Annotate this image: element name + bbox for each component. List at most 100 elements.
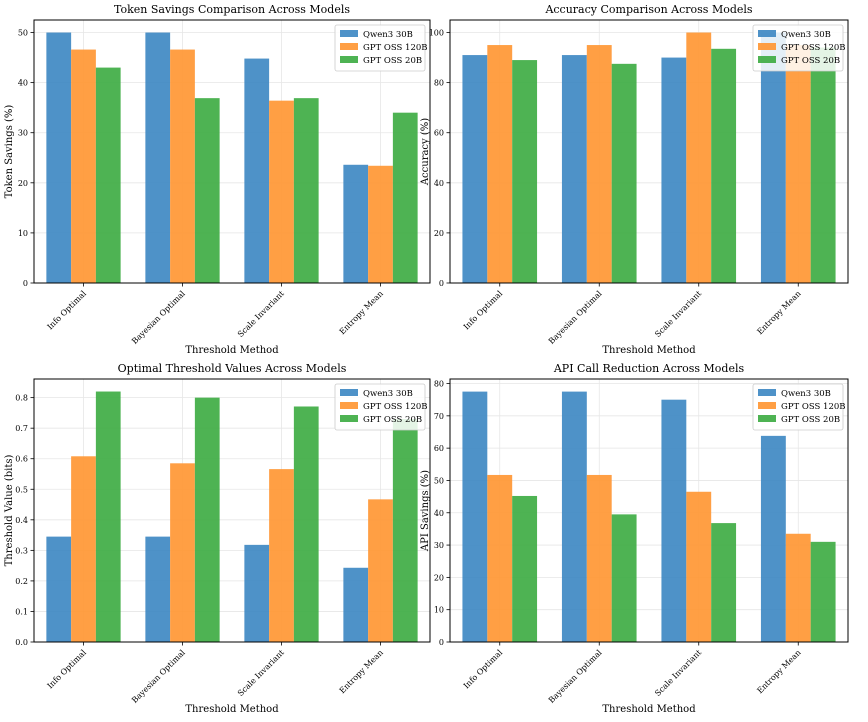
y-axis-label: Accuracy (%) — [420, 118, 431, 186]
bar-gpt-oss-120b-info-optimal — [487, 45, 513, 283]
bar-gpt-oss-20b-scale-invariant — [711, 48, 737, 283]
bar-gpt-oss-120b-info-optimal — [487, 474, 513, 642]
y-tick-label: 20 — [18, 179, 28, 188]
bar-qwen3-30b-scale-invariant — [661, 399, 687, 642]
y-axis-label: Token Savings (%) — [4, 105, 15, 199]
chart-title: Accuracy Comparison Across Models — [544, 3, 752, 16]
legend-label-gpt-oss-20b: GPT OSS 20B — [781, 56, 840, 66]
x-tick-label-info-optimal: Info Optimal — [45, 648, 88, 691]
legend-swatch-qwen3-30b — [758, 30, 776, 37]
legend-label-gpt-oss-20b: GPT OSS 20B — [363, 415, 422, 425]
chart-panel-3: 0.0 0.1 0.2 0.3 0.4 0.5 0.6 0.7 0.8 Info Optimal B… — [4, 362, 431, 715]
y-tick-label: 0 — [23, 279, 28, 288]
bar-gpt-oss-120b-entropy-mean — [785, 45, 811, 283]
bar-gpt-oss-20b-info-optimal — [95, 67, 121, 283]
bar-gpt-oss-20b-entropy-mean — [810, 47, 836, 283]
x-tick-label-info-optimal: Info Optimal — [462, 648, 505, 691]
bar-gpt-oss-20b-info-optimal — [512, 60, 538, 284]
y-tick-label: 10 — [434, 606, 444, 615]
bar-gpt-oss-120b-entropy-mean — [368, 499, 393, 642]
legend-label-qwen3-30b: Qwen3 30B — [363, 389, 413, 399]
bar-qwen3-30b-entropy-mean — [343, 567, 369, 642]
y-tick-label: 70 — [434, 412, 444, 421]
bar-gpt-oss-20b-scale-invariant — [711, 523, 737, 642]
bar-gpt-oss-20b-entropy-mean — [392, 112, 418, 283]
bar-qwen3-30b-entropy-mean — [760, 435, 786, 642]
y-tick-label: 10 — [18, 229, 28, 238]
plot-frame — [33, 378, 431, 643]
legend-label-gpt-oss-120b: GPT OSS 120B — [363, 402, 428, 412]
legend-swatch-gpt-oss-120b — [340, 43, 358, 50]
y-tick-label: 0.1 — [15, 607, 28, 616]
bar-gpt-oss-120b-scale-invariant — [269, 100, 294, 283]
x-tick-label-entropy-mean: Entropy Mean — [338, 289, 385, 336]
x-axis-label: Threshold Method — [602, 704, 696, 715]
y-tick-label: 0.6 — [15, 455, 28, 464]
legend-swatch-gpt-oss-20b — [758, 415, 776, 422]
bar-gpt-oss-20b-bayesian-optimal — [194, 98, 220, 283]
bar-qwen3-30b-bayesian-optimal — [145, 32, 171, 284]
legend-label-gpt-oss-20b: GPT OSS 20B — [363, 56, 422, 66]
y-tick-label: 0.8 — [15, 394, 28, 403]
x-tick-label-scale-invariant: Scale Invariant — [236, 647, 287, 698]
chart-panel-2: 0 20 40 60 80 100 Info Optimal Bayesian Optimal… — [420, 3, 849, 356]
y-tick-label: 80 — [434, 380, 444, 389]
chart-panel-1: 0 10 20 30 40 50 Info Optimal Bayesian Optimal S… — [4, 3, 431, 356]
bar-gpt-oss-20b-entropy-mean — [392, 419, 418, 642]
legend-swatch-gpt-oss-20b — [340, 56, 358, 63]
bar-qwen3-30b-info-optimal — [462, 391, 488, 642]
x-axis-label: Threshold Method — [602, 345, 696, 356]
bar-qwen3-30b-entropy-mean — [760, 32, 786, 284]
bar-gpt-oss-120b-bayesian-optimal — [170, 49, 195, 284]
y-tick-label: 50 — [434, 476, 444, 485]
x-tick-label-bayesian-optimal: Bayesian Optimal — [547, 648, 604, 705]
bar-gpt-oss-20b-entropy-mean — [810, 541, 836, 642]
x-tick-label-info-optimal: Info Optimal — [462, 289, 505, 332]
y-tick-label: 0 — [439, 638, 444, 647]
legend: Qwen3 30B GPT OSS 120B GPT OSS 20B — [334, 24, 428, 72]
y-tick-label: 20 — [434, 229, 444, 238]
bar-gpt-oss-120b-info-optimal — [71, 49, 96, 284]
bar-qwen3-30b-bayesian-optimal — [561, 55, 587, 283]
legend-swatch-gpt-oss-20b — [340, 415, 358, 422]
plot-frame — [449, 378, 849, 643]
bar-qwen3-30b-bayesian-optimal — [561, 391, 587, 642]
bar-qwen3-30b-info-optimal — [46, 32, 72, 284]
y-tick-label: 60 — [434, 129, 444, 138]
chart-title: Token Savings Comparison Across Models — [114, 3, 350, 16]
bar-gpt-oss-20b-bayesian-optimal — [194, 397, 220, 642]
y-tick-label: 0.5 — [15, 485, 28, 494]
legend-swatch-gpt-oss-20b — [758, 56, 776, 63]
legend-swatch-gpt-oss-120b — [758, 402, 776, 409]
x-tick-label-bayesian-optimal: Bayesian Optimal — [130, 648, 187, 705]
bar-qwen3-30b-scale-invariant — [244, 544, 270, 642]
x-tick-label-scale-invariant: Scale Invariant — [653, 647, 704, 698]
plot-frame — [33, 19, 431, 284]
x-tick-label-bayesian-optimal: Bayesian Optimal — [130, 289, 187, 346]
bar-gpt-oss-120b-entropy-mean — [368, 165, 393, 283]
bar-gpt-oss-20b-bayesian-optimal — [611, 63, 637, 284]
plot-frame — [449, 19, 849, 284]
bar-gpt-oss-120b-bayesian-optimal — [586, 45, 612, 283]
chart-panel-4: 0 10 20 30 40 50 60 70 80 Info Optimal Bayesian Op… — [420, 362, 849, 715]
legend-label-gpt-oss-20b: GPT OSS 20B — [781, 415, 840, 425]
x-tick-label-bayesian-optimal: Bayesian Optimal — [547, 289, 604, 346]
y-axis-label: API Savings (%) — [420, 470, 431, 552]
legend: Qwen3 30B GPT OSS 120B GPT OSS 20B — [752, 383, 846, 431]
bar-gpt-oss-120b-scale-invariant — [686, 491, 712, 642]
y-tick-label: 0.2 — [15, 577, 28, 586]
legend-swatch-qwen3-30b — [340, 389, 358, 396]
bar-gpt-oss-120b-entropy-mean — [785, 533, 811, 642]
bar-gpt-oss-20b-scale-invariant — [293, 406, 319, 642]
y-tick-label: 60 — [434, 444, 444, 453]
legend-label-gpt-oss-120b: GPT OSS 120B — [363, 43, 428, 53]
bar-gpt-oss-20b-scale-invariant — [293, 98, 319, 283]
bar-gpt-oss-20b-bayesian-optimal — [611, 514, 637, 642]
legend-swatch-qwen3-30b — [758, 389, 776, 396]
legend-label-gpt-oss-120b: GPT OSS 120B — [781, 402, 846, 412]
legend-swatch-qwen3-30b — [340, 30, 358, 37]
y-tick-label: 50 — [18, 29, 28, 38]
y-tick-label: 0.7 — [15, 424, 28, 433]
bar-gpt-oss-120b-scale-invariant — [686, 32, 712, 284]
legend-label-qwen3-30b: Qwen3 30B — [363, 30, 413, 40]
